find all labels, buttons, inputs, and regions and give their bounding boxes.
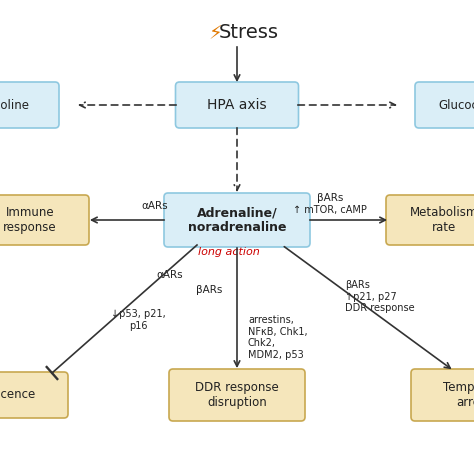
- Text: long action: long action: [198, 247, 260, 257]
- FancyBboxPatch shape: [386, 195, 474, 245]
- Text: Stress: Stress: [219, 22, 279, 42]
- Text: Metabolism
rate: Metabolism rate: [410, 206, 474, 234]
- Text: ↓p53, p21,
p16: ↓p53, p21, p16: [110, 309, 165, 331]
- Text: Adrenaline/
noradrenaline: Adrenaline/ noradrenaline: [188, 206, 286, 234]
- Text: Immune
response: Immune response: [3, 206, 57, 234]
- FancyBboxPatch shape: [415, 82, 474, 128]
- FancyBboxPatch shape: [164, 193, 310, 247]
- Text: βARs: βARs: [317, 193, 343, 203]
- Text: arrestins,
NFκB, Chk1,
Chk2,
MDM2, p53: arrestins, NFκB, Chk1, Chk2, MDM2, p53: [248, 315, 308, 360]
- Text: αARs: αARs: [142, 201, 168, 211]
- Text: αARs: αARs: [157, 270, 183, 280]
- FancyBboxPatch shape: [0, 372, 68, 418]
- FancyBboxPatch shape: [0, 195, 89, 245]
- Text: Glucocorticoids: Glucocorticoids: [439, 99, 474, 111]
- FancyBboxPatch shape: [169, 369, 305, 421]
- Text: DDR response
disruption: DDR response disruption: [195, 381, 279, 409]
- FancyBboxPatch shape: [411, 369, 474, 421]
- Text: βARs: βARs: [196, 285, 222, 295]
- Text: ⚡: ⚡: [208, 25, 222, 44]
- FancyBboxPatch shape: [175, 82, 299, 128]
- FancyBboxPatch shape: [0, 82, 59, 128]
- Text: Acetylcholine: Acetylcholine: [0, 99, 29, 111]
- Text: ↑ mTOR, cAMP: ↑ mTOR, cAMP: [293, 205, 367, 215]
- Text: HPA axis: HPA axis: [207, 98, 267, 112]
- Text: βARs
↑p21, p27
DDR response: βARs ↑p21, p27 DDR response: [345, 280, 415, 313]
- Text: Senescence: Senescence: [0, 389, 35, 401]
- Text: Temporary
arrest: Temporary arrest: [443, 381, 474, 409]
